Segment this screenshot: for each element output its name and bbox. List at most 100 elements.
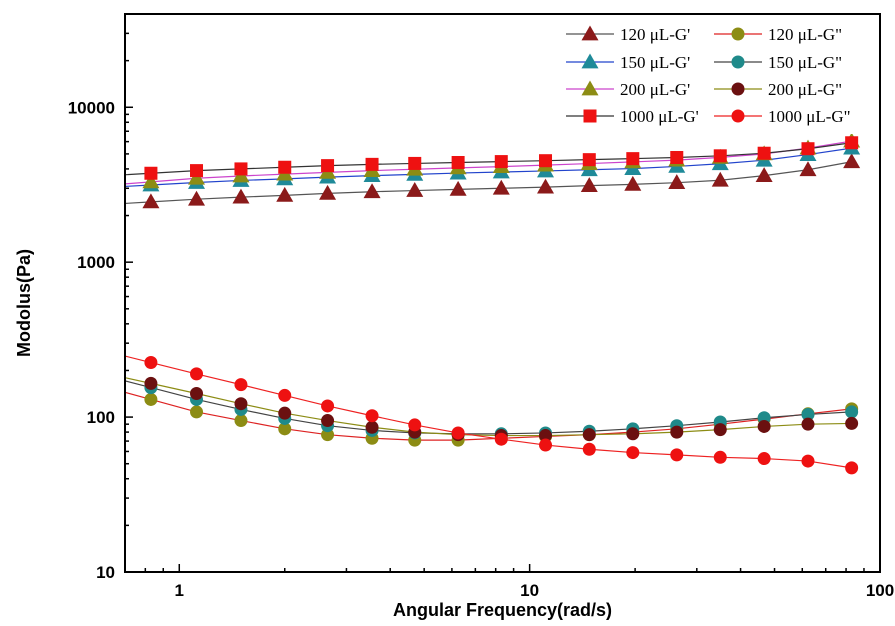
data-point [278,422,292,436]
series-lines [124,140,852,469]
data-point [845,405,859,419]
data-point [713,423,727,437]
plot-frame [124,13,881,573]
data-point [234,162,248,176]
axis-tick-labels: 1 10 100 10 100 1000 10000 [68,98,894,600]
legend-label: 120 μL-G" [768,25,842,44]
legend-box [562,16,878,134]
data-point [321,399,335,413]
data-point [539,154,553,168]
data-point [801,407,815,421]
legend-marker [731,82,745,96]
data-point [580,177,598,193]
data-point [494,432,508,446]
data-point [234,414,248,428]
data-point [188,169,206,185]
data-point [755,167,773,183]
data-point [670,150,684,164]
legend-label: 200 μL-G" [768,80,842,99]
series-markers [142,132,861,475]
data-point [278,406,292,420]
data-point [451,155,465,169]
data-point [365,157,379,171]
y-axis-title: Modolus(Pa) [14,249,34,357]
data-point [492,179,510,195]
y-tick-label: 10 [96,563,115,582]
data-point [713,450,727,464]
y-tick-label: 1000 [77,253,115,272]
x-axis-title: Angular Frequency(rad/s) [393,600,612,620]
data-point [278,160,292,174]
data-point [451,426,465,440]
series-line [124,377,852,437]
legend-marker [583,109,597,123]
data-point [711,171,729,187]
series-line [124,391,852,441]
data-point [234,378,248,392]
data-point [845,461,859,475]
data-point [582,442,596,456]
data-point [582,428,596,442]
data-point [365,409,379,423]
x-tick-label: 10 [520,581,539,600]
series-line [124,380,852,435]
data-point [757,452,771,466]
data-point [624,175,642,191]
data-point [232,188,250,204]
data-point [801,417,815,431]
legend-label: 150 μL-G' [620,53,690,72]
data-point [321,428,335,442]
data-point [365,420,379,434]
legend-label: 120 μL-G' [620,25,690,44]
data-point [494,155,508,169]
legend-label: 150 μL-G" [768,53,842,72]
data-point [142,173,160,189]
data-point [801,142,815,156]
data-point [278,388,292,402]
legend-marker [581,53,599,69]
data-point [801,454,815,468]
data-point [537,178,555,194]
legend-label: 1000 μL-G" [768,107,851,126]
legend-label: 200 μL-G' [620,80,690,99]
data-point [670,448,684,462]
data-point [190,367,204,381]
data-point [321,414,335,428]
data-point [408,156,422,170]
data-point [144,392,158,406]
data-point [626,446,640,460]
data-point [582,153,596,167]
data-point [668,174,686,190]
legend-marker [731,55,745,69]
data-point [363,183,381,199]
data-point [757,146,771,160]
x-tick-label: 1 [175,581,184,600]
data-point [321,159,335,173]
legend-marker [731,27,745,41]
series-line [124,355,852,469]
data-point [190,164,204,178]
data-point [144,356,158,370]
data-point [757,419,771,433]
series-line [124,161,852,205]
data-point [626,152,640,166]
data-point [190,386,204,400]
x-tick-label: 100 [866,581,894,600]
data-point [144,166,158,180]
data-point [190,405,204,419]
legend-marker [581,25,599,41]
data-point [626,427,640,441]
data-point [144,376,158,390]
data-point [845,136,859,150]
legend-marker [581,80,599,96]
data-point [408,418,422,432]
series-line [124,142,852,176]
data-point [276,186,294,202]
data-point [188,190,206,206]
data-point [845,416,859,430]
data-point [319,184,337,200]
data-point [799,161,817,177]
data-point [449,180,467,196]
data-point [713,149,727,163]
